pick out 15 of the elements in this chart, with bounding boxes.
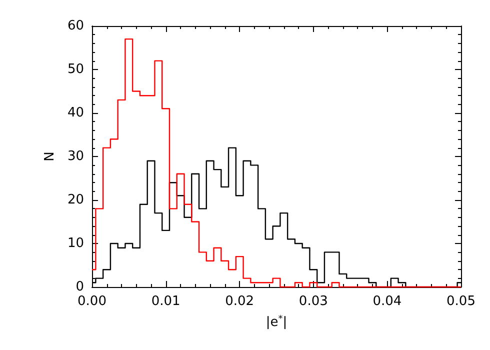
y-axis-title: N [42, 152, 58, 162]
y-tick-label: 20 [67, 192, 84, 208]
y-tick-label: 50 [67, 62, 84, 77]
y-tick-label: 0 [76, 280, 84, 294]
x-tick-label: 0.04 [372, 294, 402, 309]
y-tick-label: 60 [67, 18, 84, 34]
y-tick-label: 30 [67, 149, 84, 164]
x-axis-title: |e*| [266, 314, 288, 330]
y-tick-label: 10 [67, 236, 84, 251]
y-tick-label: 40 [67, 106, 84, 120]
x-tick-label: 0.02 [225, 294, 254, 309]
x-tick-label: 0.05 [446, 294, 476, 309]
x-tick-label: 0.01 [151, 294, 180, 309]
x-tick-label: 0.03 [298, 294, 328, 309]
x-tick-label: 0.00 [78, 294, 106, 309]
